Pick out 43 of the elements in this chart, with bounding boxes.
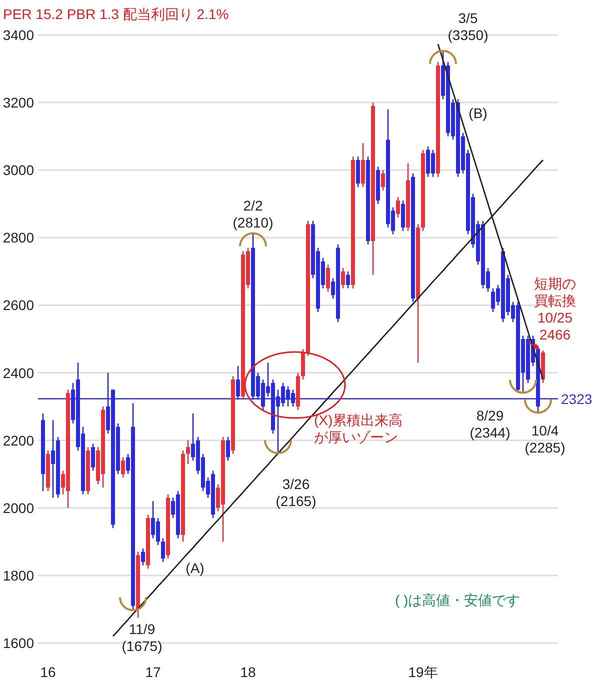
annotation: (B) bbox=[468, 105, 488, 121]
candlestick bbox=[301, 348, 305, 380]
y-tick-label: 1800 bbox=[2, 567, 34, 584]
y-tick-label: 3400 bbox=[2, 27, 34, 43]
candlestick bbox=[161, 538, 165, 563]
x-tick-label: 16 bbox=[40, 664, 56, 680]
annotation: 2/2 (2810) bbox=[232, 197, 274, 230]
candlestick bbox=[346, 270, 350, 289]
chart-title: PER 15.2 PBR 1.3 配当利回り 2.1% bbox=[3, 6, 229, 22]
y-tick-label: 3200 bbox=[2, 94, 34, 111]
candlestick bbox=[91, 443, 95, 472]
x-tick-label: 19年 bbox=[408, 664, 438, 680]
y-tick-label: 3000 bbox=[2, 162, 34, 178]
candlestick bbox=[356, 156, 360, 188]
annotation: 3/5 (3350) bbox=[448, 10, 488, 43]
annotation: 短期の買転換 10/25 2466 bbox=[534, 275, 576, 342]
candlestick bbox=[236, 365, 240, 400]
annotation: 10/4 (2285) bbox=[524, 422, 566, 456]
x-tick-label: 18 bbox=[240, 664, 256, 680]
candlestick bbox=[381, 169, 385, 192]
candlestick bbox=[141, 548, 145, 566]
candlestick bbox=[186, 440, 190, 465]
annotation: 11/9 (1675) bbox=[122, 621, 162, 654]
y-tick-label: 1600 bbox=[2, 635, 34, 651]
x-tick-label: 17 bbox=[145, 664, 161, 680]
annotation: (X)累積出来高が厚いゾーン bbox=[314, 412, 403, 445]
y-tick-label: 2600 bbox=[2, 297, 34, 314]
annotation: 3/26 (2165) bbox=[276, 476, 316, 510]
y-tick-label: 2400 bbox=[2, 364, 34, 381]
y-tick-label: 2200 bbox=[2, 432, 34, 448]
y-tick-label: 2000 bbox=[2, 500, 34, 516]
candlestick bbox=[326, 264, 330, 292]
candlestick bbox=[226, 436, 230, 462]
annotation: 8/29 (2344) bbox=[470, 408, 510, 441]
candlestick bbox=[396, 196, 400, 218]
annotation: ( )は高値・安値です bbox=[395, 592, 520, 608]
ref-line-label: 2323 bbox=[561, 390, 592, 407]
candlestick bbox=[401, 200, 405, 232]
candlestick bbox=[121, 456, 125, 478]
annotation: (A) bbox=[186, 560, 204, 576]
candlestick bbox=[361, 142, 365, 188]
y-tick-label: 2800 bbox=[2, 230, 34, 246]
candlestick bbox=[341, 267, 345, 289]
